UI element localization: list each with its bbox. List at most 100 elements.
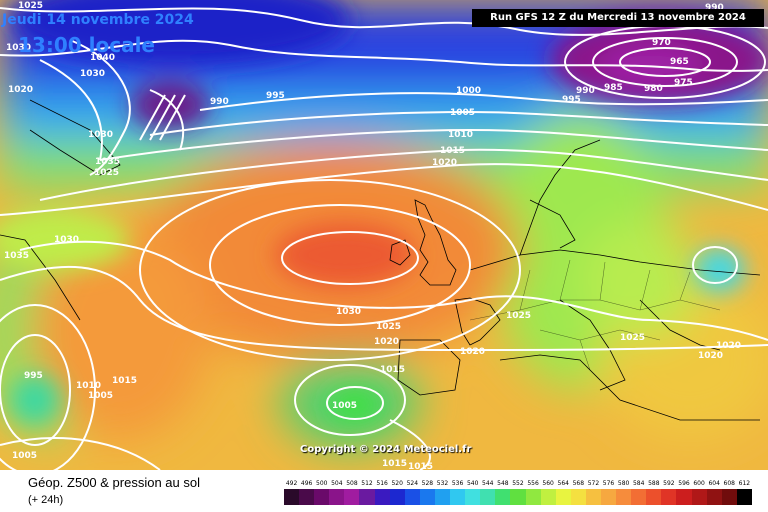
- color-scale-label: 576: [602, 480, 615, 487]
- isobar-label: 965: [670, 57, 689, 67]
- color-scale-swatch: [570, 489, 586, 505]
- isobar-label: 1005: [450, 108, 475, 118]
- color-scale-swatch: [600, 489, 617, 505]
- color-scale-label: 544: [482, 480, 494, 487]
- isobar-label: 970: [652, 38, 671, 48]
- color-scale-label: 516: [376, 480, 388, 487]
- color-scale-label: 612: [738, 480, 751, 487]
- color-scale-swatch: [706, 489, 722, 505]
- run-info: Run GFS 12 Z du Mercredi 13 novembre 202…: [472, 9, 764, 27]
- isobar-label: 1010: [76, 381, 101, 391]
- isobar-label: 1035: [4, 251, 29, 261]
- color-scale-label: 524: [406, 480, 419, 487]
- color-scale-swatch: [525, 489, 541, 505]
- isobar-label: 1005: [332, 401, 357, 411]
- color-scale-label: 564: [557, 480, 569, 487]
- color-scale-swatch: [736, 489, 752, 505]
- color-scale-label: 528: [421, 480, 434, 487]
- isobar-label: 1020: [698, 351, 723, 361]
- color-scale-label: 568: [572, 480, 585, 487]
- isobar-label: 1020: [460, 347, 485, 357]
- isobar-label: 1025: [506, 311, 531, 321]
- isobar-label: 1030: [88, 130, 113, 140]
- chart-title: Géop. Z500 & pression au sol: [28, 475, 200, 490]
- color-scale-swatch: [389, 489, 405, 505]
- isobar-label: 1040: [90, 53, 115, 63]
- color-scale-label: 504: [331, 480, 343, 487]
- isobar-label: 1030: [336, 307, 361, 317]
- color-scale-label: 540: [466, 480, 479, 487]
- weather-map: 1025 1030 1040 1020 1030 990 995 1000 10…: [0, 0, 768, 470]
- isobar-label: 1015: [408, 462, 433, 470]
- color-scale-label: 520: [391, 480, 403, 487]
- isobar-label: 995: [562, 95, 581, 105]
- color-scale-label: 588: [648, 480, 660, 487]
- color-scale-swatch: [434, 489, 451, 505]
- isobar-label: 1015: [440, 146, 465, 156]
- isobar-label: 1030: [54, 235, 79, 245]
- color-scale-label: 584: [632, 480, 645, 487]
- color-scale-swatch: [359, 489, 375, 505]
- isobar-label: 1005: [12, 451, 37, 461]
- color-scale-labels: 492 496 500 504 508 512 516 520 524 528 532 536 540 5…: [284, 478, 752, 489]
- isobar-label: 990: [705, 3, 724, 13]
- color-scale-swatch: [404, 489, 420, 505]
- color-scale-label: 556: [527, 480, 539, 487]
- isobar-label: 1025: [18, 1, 43, 11]
- color-scale-label: 604: [708, 480, 720, 487]
- color-scale-swatch: [344, 489, 360, 505]
- color-scale-swatch: [495, 489, 511, 505]
- color-scale-swatch: [374, 489, 390, 505]
- isobar-labels: 1025 1030 1040 1020 1030 990 995 1000 10…: [4, 1, 741, 470]
- color-scale-bar: [284, 489, 752, 505]
- isobar-label: 995: [24, 371, 43, 381]
- color-scale-swatch: [329, 489, 345, 505]
- color-scale-label: 548: [497, 480, 509, 487]
- color-scale-label: 512: [361, 480, 373, 487]
- color-scale-swatch: [465, 489, 481, 505]
- isobar-label: 990: [576, 86, 595, 96]
- isobar-label: 1015: [382, 459, 407, 469]
- color-scale-label: 492: [285, 480, 298, 487]
- borders: [469, 259, 721, 371]
- isobar-label: 980: [644, 84, 663, 94]
- isobar-label: 975: [674, 78, 693, 88]
- isobar-label: 1025: [94, 168, 119, 178]
- isobar-label: 1035: [95, 157, 120, 167]
- color-scale-label: 552: [512, 480, 524, 487]
- color-scale-label: 560: [542, 480, 554, 487]
- isobar-label: 1020: [716, 341, 741, 351]
- isobar-label: 1015: [112, 376, 137, 386]
- color-scale-swatch: [631, 489, 647, 505]
- color-scale-swatch: [691, 489, 707, 505]
- color-scale-label: 608: [723, 480, 735, 487]
- color-scale-swatch: [480, 489, 496, 505]
- color-scale-swatch: [284, 489, 300, 505]
- isobar-label: 1025: [620, 333, 645, 343]
- isobar-label: 1020: [374, 337, 399, 347]
- isobar-label: 985: [604, 83, 623, 93]
- color-scale-swatch: [299, 489, 315, 505]
- color-scale-label: 596: [678, 480, 690, 487]
- forecast-offset: (+ 24h): [28, 494, 64, 506]
- copyright: Copyright © 2024 Meteociel.fr: [300, 444, 472, 455]
- color-scale: 492 496 500 504 508 512 516 520 524 528 532 536 540 5…: [284, 478, 752, 505]
- color-scale-swatch: [585, 489, 601, 505]
- isobar-label: 1030: [80, 69, 105, 79]
- isobar-label: 1010: [448, 130, 473, 140]
- color-scale-swatch: [616, 489, 632, 505]
- forecast-time: 13:00 locale: [18, 33, 155, 57]
- color-scale-swatch: [646, 489, 662, 505]
- color-scale-swatch: [540, 489, 556, 505]
- isobar-label: 1030: [6, 43, 31, 53]
- isobar-label: 1020: [8, 85, 33, 95]
- color-scale-label: 500: [316, 480, 328, 487]
- isobar-label: 1005: [88, 391, 113, 401]
- color-scale-label: 496: [300, 480, 313, 487]
- isobar-label: 1015: [380, 365, 405, 375]
- color-scale-label: 572: [587, 480, 600, 487]
- isobar-label: 1000: [456, 86, 481, 96]
- color-scale-swatch: [510, 489, 526, 505]
- forecast-date: Jeudi 14 novembre 2024: [2, 12, 194, 28]
